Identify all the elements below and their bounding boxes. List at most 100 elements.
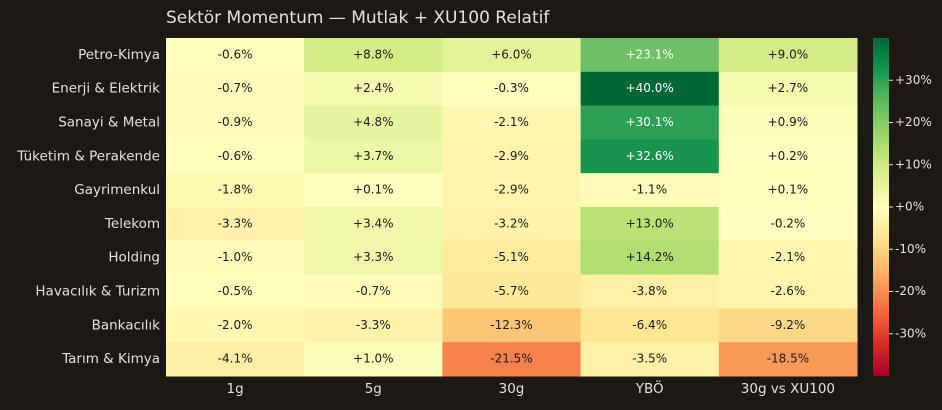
heatmap-cell (580, 274, 720, 309)
heatmap-cell (580, 139, 720, 174)
cell-label: -0.9% (218, 115, 253, 129)
y-tick-label: Gayrimenkul (74, 182, 160, 198)
cell-label: -0.6% (218, 149, 253, 163)
cell-label: +6.0% (491, 47, 532, 61)
heatmap-cell (718, 139, 858, 174)
cell-label: -3.3% (356, 318, 391, 332)
heatmap-cell (442, 274, 582, 309)
cell-label: -0.5% (218, 284, 253, 298)
heatmap-cell (718, 240, 858, 276)
heatmap-cell (580, 240, 720, 276)
cell-label: -0.3% (494, 81, 529, 95)
heatmap-cell (718, 207, 858, 242)
heatmap-cell (304, 240, 443, 276)
heatmap-cell (304, 308, 443, 343)
colorbar-tick-label: +20% (895, 115, 932, 129)
heatmap-cell (304, 207, 443, 242)
cell-label: +23.1% (626, 47, 674, 61)
cell-label: +4.8% (353, 115, 394, 129)
heatmap-cell (718, 105, 858, 140)
cell-label: +1.0% (353, 352, 394, 366)
chart-title: Sektör Momentum — Mutlak + XU100 Relatif (166, 8, 550, 28)
colorbar-tick-label: +30% (895, 73, 932, 87)
heatmap-cell (442, 139, 582, 174)
heatmap-cell (166, 240, 305, 276)
cell-label: -1.1% (632, 183, 667, 197)
heatmap-cell (718, 38, 858, 73)
colorbar-tick-label: -10% (895, 242, 926, 256)
cell-label: +13.0% (626, 216, 674, 230)
cell-label: -2.1% (770, 250, 805, 264)
y-tick-label: Havacılık & Turizm (35, 284, 160, 300)
heatmap-cell (718, 71, 858, 107)
cell-label: -2.6% (770, 284, 805, 298)
heatmap-cell (718, 274, 858, 309)
cell-label: -1.0% (218, 250, 253, 264)
x-tick-label: 1g (227, 381, 244, 397)
x-tick-label: YBÖ (635, 379, 664, 397)
heatmap-cell (166, 342, 305, 377)
y-tick-label: Sanayi & Metal (58, 115, 160, 131)
cell-label: -2.9% (494, 149, 529, 163)
heatmap-cell (442, 308, 582, 343)
y-tick-label: Telekom (104, 216, 160, 232)
cell-label: +0.1% (353, 183, 394, 197)
cell-label: -1.8% (218, 183, 253, 197)
y-tick-label: Enerji & Elektrik (52, 81, 161, 97)
cell-label: -5.7% (494, 284, 529, 298)
cell-label: +40.0% (626, 81, 674, 95)
heatmap-cell (442, 240, 582, 276)
cell-label: +3.3% (353, 250, 394, 264)
cell-label: -3.2% (494, 216, 529, 230)
cell-label: -18.5% (767, 352, 809, 366)
cell-label: -0.2% (770, 216, 805, 230)
heatmap-cell (304, 38, 443, 73)
heatmap-cell (580, 38, 720, 73)
cell-label: -3.5% (632, 352, 667, 366)
colorbar-tick-label: +10% (895, 157, 932, 171)
cell-label: -0.7% (218, 81, 253, 95)
heatmap-cell (304, 173, 443, 208)
x-tick-label: 30g vs XU100 (741, 381, 835, 397)
heatmap-cell (580, 71, 720, 107)
cell-label: +0.2% (768, 149, 809, 163)
cell-label: +14.2% (626, 250, 674, 264)
heatmap-cell (442, 71, 582, 107)
heatmap-cell (580, 207, 720, 242)
colorbar-tick-label: -30% (895, 326, 926, 340)
heatmap-cell (166, 71, 305, 107)
heatmap-cell (166, 105, 305, 140)
colorbar-tick-label: -20% (895, 284, 926, 298)
heatmap-cell (166, 38, 305, 73)
colorbar-tick-label: +0% (895, 200, 924, 214)
heatmap-cell (166, 308, 305, 343)
cell-label: -0.7% (356, 284, 391, 298)
y-tick-label: Tüketim & Perakende (16, 148, 160, 164)
cell-label: +2.4% (353, 81, 394, 95)
heatmap-cell (580, 342, 720, 377)
heatmap-cell (166, 139, 305, 174)
x-tick-label: 30g (499, 381, 525, 397)
cell-label: -2.0% (218, 318, 253, 332)
heatmap-cell (580, 173, 720, 208)
heatmap-cell (718, 308, 858, 343)
y-tick-label: Tarım & Kimya (61, 351, 160, 367)
cell-label: -2.9% (494, 183, 529, 197)
cell-label: -3.3% (218, 216, 253, 230)
cell-label: -6.4% (632, 318, 667, 332)
cell-label: -12.3% (490, 318, 532, 332)
cell-label: +0.9% (768, 115, 809, 129)
cell-label: -4.1% (218, 352, 253, 366)
cell-label: +2.7% (768, 81, 809, 95)
heatmap-cell (442, 105, 582, 140)
x-tick-label: 5g (365, 381, 382, 397)
cell-label: -2.1% (494, 115, 529, 129)
cell-label: +3.7% (353, 149, 394, 163)
heatmap-cell (580, 105, 720, 140)
heatmap-cell (718, 173, 858, 208)
heatmap-cell (304, 105, 443, 140)
heatmap-cell (442, 342, 582, 377)
cell-label: -9.2% (770, 318, 805, 332)
